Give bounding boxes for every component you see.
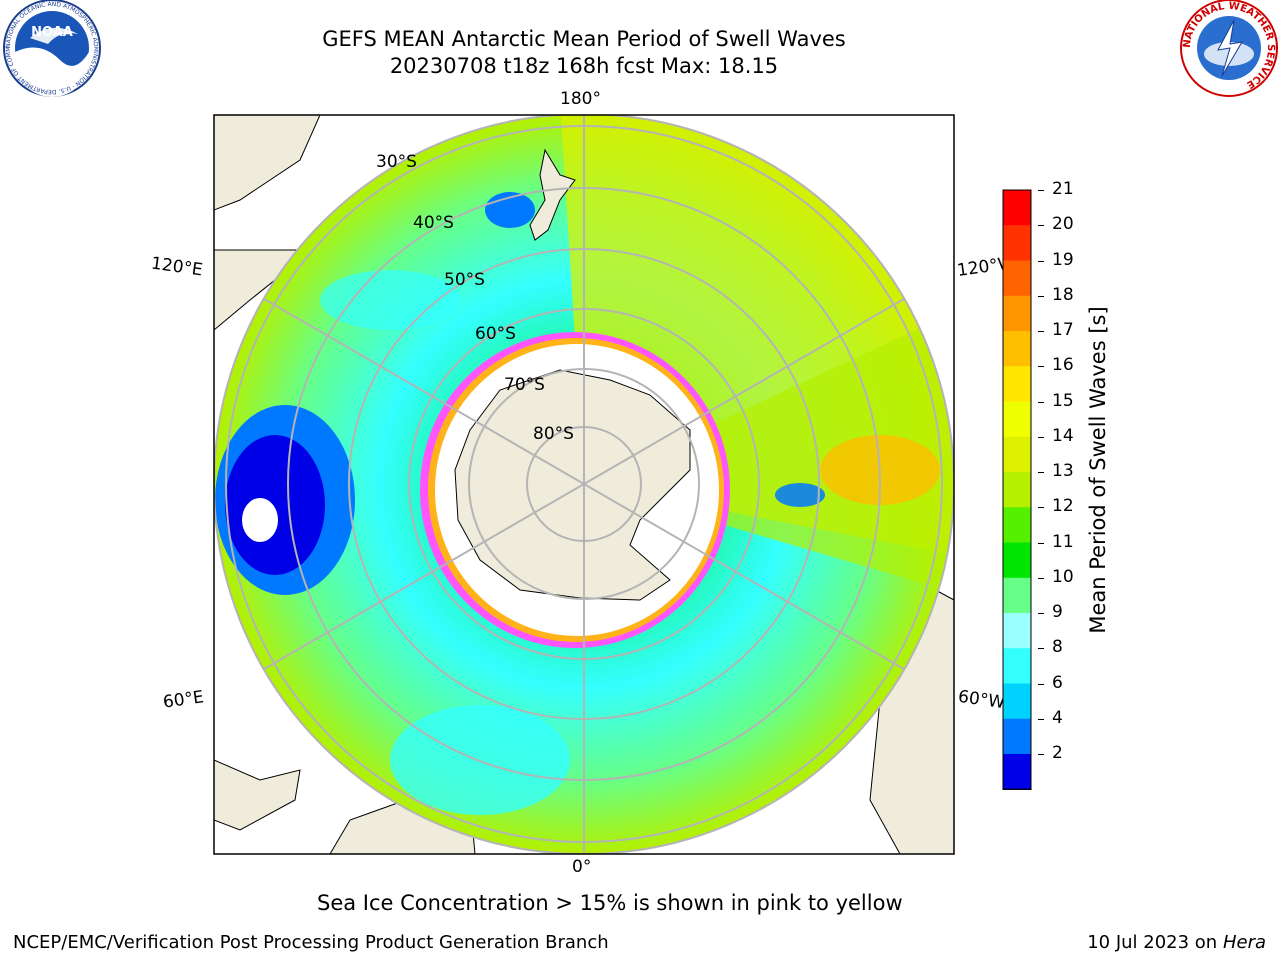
colorbar-segment: [1003, 366, 1031, 402]
colorbar-segment: [1003, 683, 1031, 720]
colorbar-segment: [1003, 507, 1031, 543]
colorbar-tick-mark: [1038, 225, 1044, 227]
lat-label-70s: 70°S: [504, 375, 545, 395]
colorbar-segment: [1003, 754, 1031, 790]
land-new-zealand: [529, 148, 576, 241]
colorbar-tick-mark: [1038, 542, 1044, 544]
colorbar-tick-mark: [1038, 577, 1044, 579]
chart-subtitle: 20230708 t18z 168h fcst Max: 18.15: [389, 54, 779, 78]
colorbar-segment: [1003, 613, 1031, 649]
colorbar-tick-label: 4: [1052, 707, 1063, 728]
colorbar-tick-mark: [1038, 401, 1044, 403]
colorbar-tick-label: 6: [1052, 672, 1063, 693]
colorbar-segment: [1003, 472, 1031, 508]
colorbar-tick-mark: [1038, 331, 1044, 332]
lat-label-50s: 50°S: [444, 270, 485, 290]
svg-text:NOAA: NOAA: [31, 25, 73, 40]
chart-title: GEFS MEAN Antarctic Mean Period of Swell…: [322, 27, 846, 51]
colorbar-tick-mark: [1038, 295, 1044, 297]
colorbar-segment: [1003, 436, 1031, 473]
colorbar-tick-mark: [1038, 260, 1044, 262]
land-antarctica: [454, 369, 691, 601]
colorbar-tick-label: 11: [1052, 531, 1074, 552]
colorbar-tick-label: 16: [1052, 355, 1074, 376]
colorbar-segment: [1003, 648, 1031, 684]
colorbar-tick-label: 10: [1052, 566, 1074, 587]
colorbar-tick-label: 8: [1052, 637, 1063, 658]
nws-logo: NATIONAL WEATHER SERVICE: [1180, 0, 1278, 97]
colorbar-tick-label: 12: [1052, 496, 1074, 517]
lat-label-80s: 80°S: [533, 424, 574, 444]
colorbar-segment: [1003, 225, 1031, 261]
colorbar-segment: [1003, 718, 1031, 755]
noaa-logo: NOAA NATIONAL OCEANIC AND ATMOSPHERIC AD…: [0, 0, 101, 97]
colorbar-tick-mark: [1038, 190, 1044, 191]
lat-label-60s: 60°S: [475, 324, 516, 344]
colorbar-tick-label: 14: [1052, 425, 1074, 446]
colorbar-tick-mark: [1038, 718, 1044, 720]
colorbar-segment: [1003, 542, 1031, 579]
colorbar-tick-mark: [1038, 754, 1044, 755]
colorbar-tick-mark: [1038, 507, 1044, 509]
colorbar-segment: [1003, 190, 1031, 226]
sea-ice-note: Sea Ice Concentration > 15% is shown in …: [317, 891, 903, 915]
colorbar-tick-label: 15: [1052, 390, 1074, 411]
colorbar-tick-mark: [1038, 613, 1044, 614]
footer-credit: NCEP/EMC/Verification Post Processing Pr…: [13, 932, 609, 953]
colorbar-segment: [1003, 577, 1031, 614]
colorbar-tick-mark: [1038, 648, 1044, 650]
colorbar-tick-mark: [1038, 366, 1044, 368]
graticule: [214, 115, 954, 854]
lat-label-40s: 40°S: [413, 213, 454, 233]
lon-label-0: 0°: [572, 857, 592, 877]
lat-label-30s: 30°S: [376, 152, 417, 172]
colorbar-segment: [1003, 401, 1031, 438]
colorbar-tick-label: 18: [1052, 284, 1074, 305]
footer-date: 10 Jul 2023 on Hera: [1087, 932, 1266, 953]
colorbar-tick-label: 17: [1052, 320, 1074, 340]
colorbar-label: Mean Period of Swell Waves [s]: [1086, 306, 1110, 634]
colorbar-tick-label: 9: [1052, 602, 1063, 622]
colorbar-tick-label: 13: [1052, 461, 1074, 481]
colorbar-segment: [1003, 260, 1031, 297]
colorbar-segment: [1003, 331, 1031, 367]
colorbar-tick-mark: [1038, 436, 1044, 438]
colorbar-tick-label: 21: [1052, 179, 1074, 199]
lon-label-180: 180°: [560, 89, 601, 109]
land-madagascar: [214, 759, 301, 831]
colorbar-tick-mark: [1038, 683, 1044, 685]
colorbar: [1002, 189, 1032, 790]
colorbar-tick-mark: [1038, 472, 1044, 473]
map-frame: [213, 114, 955, 855]
colorbar-tick-label: 20: [1052, 214, 1074, 235]
colorbar-tick-label: 19: [1052, 249, 1074, 270]
colorbar-tick-label: 2: [1052, 743, 1063, 763]
land-australia-west: [214, 115, 321, 211]
colorbar-segment: [1003, 295, 1031, 332]
